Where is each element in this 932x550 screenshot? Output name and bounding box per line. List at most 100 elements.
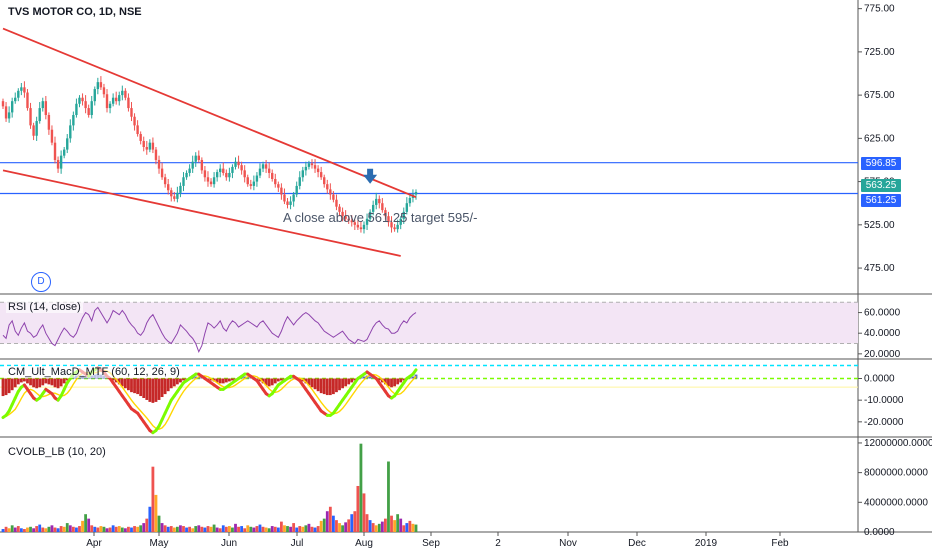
volume-bar — [362, 493, 366, 532]
macd-histogram-bar — [377, 378, 381, 381]
candle-body — [381, 203, 384, 211]
volume-bar — [295, 527, 299, 532]
macd-histogram-bar — [127, 378, 130, 391]
macd-histogram-bar — [273, 378, 277, 384]
volume-bar — [414, 524, 418, 532]
volume-bar — [341, 525, 344, 532]
macd-histogram-bar — [328, 378, 332, 396]
candle-body — [267, 168, 271, 173]
candle-body — [69, 125, 72, 139]
volume-bar — [377, 523, 381, 532]
candle-body — [66, 138, 69, 150]
macd-histogram-bar — [304, 378, 308, 384]
macd-histogram-bar — [276, 378, 280, 382]
volume-bar — [384, 518, 387, 532]
macd-histogram-bar — [120, 378, 124, 387]
macd-histogram-bar — [32, 378, 35, 388]
rsi-pane-title: RSI (14, close) — [6, 301, 83, 313]
candle-body — [35, 121, 38, 136]
volume-bar — [130, 527, 133, 532]
candle-body — [313, 165, 317, 169]
candle-body — [142, 140, 145, 147]
candle-body — [127, 97, 130, 109]
volume-bar — [411, 523, 415, 532]
candle-body — [62, 149, 66, 156]
volume-bar — [127, 526, 130, 532]
price-tick-label: 675.00 — [864, 90, 895, 101]
volume-bar — [307, 523, 311, 532]
volume-bar — [240, 526, 244, 532]
macd-histogram-bar — [154, 378, 158, 402]
volume-bar — [68, 525, 72, 532]
macd-histogram-bar — [307, 378, 311, 386]
volume-bar — [325, 511, 329, 532]
volume-bar — [191, 528, 195, 532]
macd-histogram-bar — [117, 378, 121, 385]
volume-bar — [310, 526, 314, 532]
volume-bar — [273, 526, 277, 532]
candle-body — [353, 222, 357, 225]
volume-bar — [264, 527, 268, 532]
candle-body — [38, 108, 41, 122]
volume-bar — [175, 526, 179, 532]
volume-bar — [120, 527, 124, 532]
volume-bar — [231, 527, 234, 532]
candle-body — [271, 172, 274, 179]
volume-bar — [4, 526, 8, 532]
macd-histogram-bar — [396, 378, 400, 385]
candle-body — [258, 168, 262, 176]
volume-bar — [387, 461, 390, 532]
x-tick-label: Dec — [628, 538, 646, 549]
x-tick-label: Nov — [559, 538, 577, 549]
dividend-badge[interactable]: D — [31, 272, 51, 292]
candle-body — [375, 198, 378, 205]
candle-body — [295, 185, 298, 195]
volume-bar — [393, 520, 396, 532]
macd-tick-label: 0.0000 — [864, 374, 895, 385]
candle-body — [384, 210, 387, 217]
candle-body — [289, 201, 292, 205]
candle-body — [53, 142, 57, 160]
candle-body — [301, 170, 305, 178]
volume-bar — [7, 528, 11, 532]
volume-bar — [289, 526, 292, 532]
x-tick-label: May — [150, 538, 169, 549]
candle-body — [237, 161, 240, 166]
candle-body — [414, 191, 418, 195]
macd-histogram-bar — [13, 378, 17, 388]
volume-bar — [197, 525, 201, 532]
candle-body — [222, 168, 225, 173]
macd-histogram-bar — [399, 378, 403, 383]
price-tick-label: 725.00 — [864, 47, 895, 58]
macd-histogram-bar — [270, 378, 274, 386]
macd-histogram-bar — [160, 378, 164, 398]
volume-bar — [81, 520, 84, 532]
candle-body — [191, 161, 194, 169]
volume-bar — [237, 526, 240, 532]
volume-bar — [10, 525, 14, 532]
macd-pane-title: CM_Ult_MacD_MTF (60, 12, 26, 9) — [6, 366, 182, 378]
volume-bar — [75, 527, 78, 532]
candle-body — [365, 218, 369, 225]
macd-histogram-bar — [344, 378, 348, 387]
candle-body — [32, 125, 35, 136]
volume-bar — [258, 524, 262, 532]
x-tick-label: Apr — [86, 538, 102, 549]
volume-bar — [322, 518, 326, 532]
volume-bar — [356, 485, 360, 532]
macd-histogram-bar — [261, 378, 265, 384]
volume-bar — [145, 518, 149, 532]
volume-bar — [53, 527, 57, 532]
candle-body — [307, 163, 311, 167]
macd-histogram-bar — [215, 378, 219, 383]
x-tick-label: Aug — [355, 538, 373, 549]
volume-bar — [335, 520, 338, 532]
macd-histogram-bar — [310, 378, 314, 388]
candle-body — [121, 90, 124, 96]
volume-bar — [139, 525, 143, 532]
volume-bar — [13, 527, 17, 532]
volume-bar — [338, 523, 341, 532]
volume-bar — [182, 526, 185, 532]
volume-bar — [16, 526, 20, 532]
